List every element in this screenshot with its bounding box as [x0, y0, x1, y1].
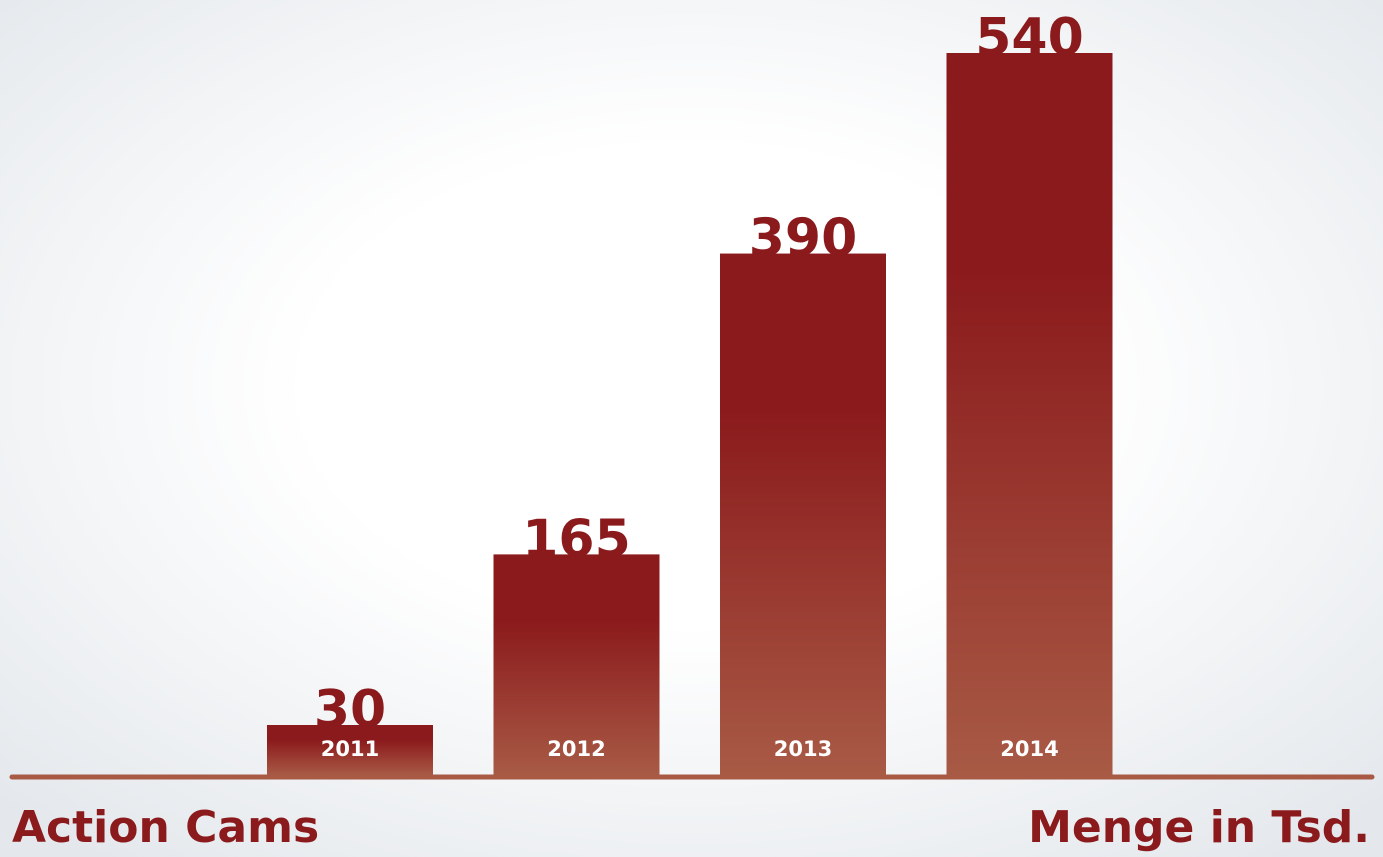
value-label: 540	[975, 8, 1084, 68]
bar	[946, 53, 1113, 775]
unit-label: Menge in Tsd.	[1028, 802, 1370, 853]
category-label: 2013	[774, 737, 832, 761]
bar	[720, 253, 886, 776]
value-label: 165	[522, 509, 631, 569]
value-label: 390	[749, 209, 858, 269]
bar	[493, 554, 660, 775]
bar	[267, 725, 433, 775]
category-label: 2011	[321, 737, 379, 761]
category-label: 2014	[1000, 737, 1058, 761]
chart-title: Action Cams	[12, 802, 319, 853]
value-label: 30	[314, 680, 386, 740]
category-label: 2012	[547, 737, 605, 761]
